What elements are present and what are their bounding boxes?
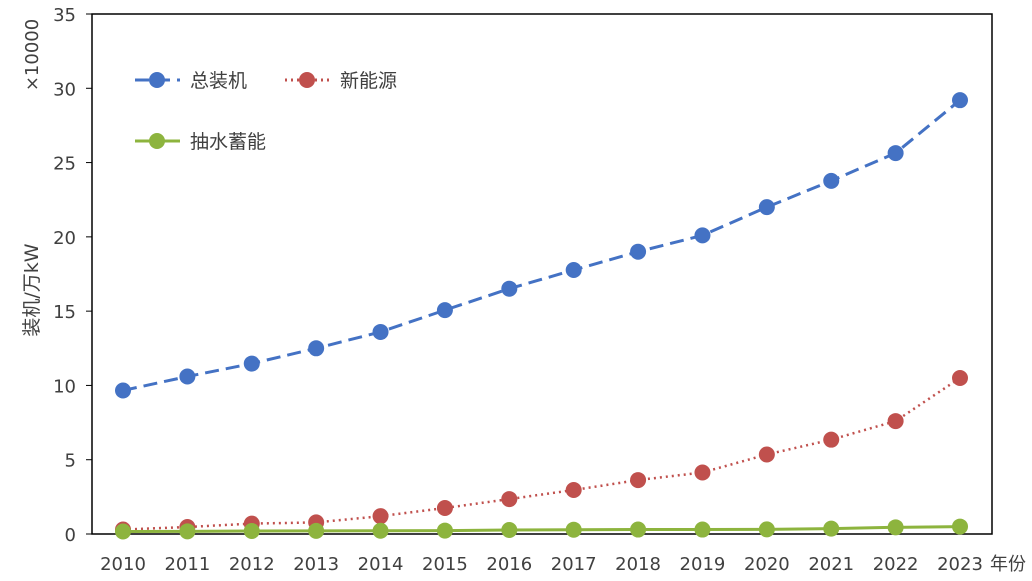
x-tick-label: 2011: [164, 554, 210, 575]
data-point: [308, 340, 325, 357]
data-point: [952, 370, 968, 386]
data-point: [243, 523, 260, 540]
data-point: [758, 446, 775, 463]
data-point: [115, 382, 131, 399]
y-multiplier-label: ×10000: [22, 19, 43, 91]
series-line: [122, 99, 961, 392]
data-point: [694, 464, 711, 481]
data-point: [887, 519, 904, 536]
x-tick-label: 2022: [873, 554, 919, 575]
x-tick-label: 2010: [100, 554, 146, 575]
data-point: [565, 482, 582, 499]
x-tick-label: 2020: [744, 554, 790, 575]
data-point: [436, 302, 453, 319]
data-point: [372, 323, 389, 340]
legend-marker: [149, 72, 165, 88]
plot-area: [91, 13, 993, 535]
data-point: [501, 521, 518, 538]
data-point: [501, 280, 518, 297]
data-point: [565, 261, 582, 278]
data-point: [823, 520, 840, 537]
series-1: [115, 370, 968, 538]
legend-label: 新能源: [340, 70, 397, 92]
x-tick-label: 2014: [358, 554, 404, 575]
y-tick-label: 5: [65, 451, 76, 472]
data-point: [115, 523, 131, 540]
series-2: [115, 518, 968, 540]
data-point: [179, 523, 196, 540]
legend-item: 新能源: [285, 70, 397, 92]
legend-marker: [299, 72, 315, 88]
y-tick-label: 35: [53, 5, 76, 26]
data-point: [887, 145, 904, 162]
series-0: [115, 92, 968, 399]
x-axis-label: 年份: [990, 554, 1026, 575]
data-point: [823, 431, 840, 448]
data-point: [565, 521, 582, 538]
data-point: [887, 413, 904, 430]
legend-label: 抽水蓄能: [190, 131, 266, 153]
x-tick-label: 2019: [680, 554, 726, 575]
data-point: [952, 92, 968, 109]
x-tick-label: 2013: [293, 554, 339, 575]
x-tick-label: 2021: [808, 554, 854, 575]
data-point: [630, 472, 647, 489]
data-point: [436, 500, 453, 516]
legend-label: 总装机: [190, 70, 247, 92]
x-tick-label: 2018: [615, 554, 661, 575]
data-point: [758, 521, 775, 538]
legend-marker: [149, 133, 165, 149]
x-tick-label: 2023: [937, 554, 983, 575]
x-tick-label: 2015: [422, 554, 468, 575]
data-point: [436, 522, 453, 539]
data-point: [630, 243, 647, 260]
y-tick-label: 0: [65, 525, 76, 546]
data-point: [823, 172, 840, 189]
x-tick-label: 2016: [486, 554, 532, 575]
y-tick-label: 20: [53, 228, 76, 249]
y-tick-label: 15: [53, 302, 76, 323]
data-point: [308, 522, 325, 539]
x-tick-label: 2012: [229, 554, 275, 575]
series-line: [122, 376, 961, 531]
y-tick-label: 30: [53, 79, 76, 100]
data-point: [243, 355, 260, 372]
series-line: [122, 525, 961, 533]
y-tick-label: 10: [53, 376, 76, 397]
legend-item: 总装机: [135, 70, 247, 92]
data-point: [694, 521, 711, 538]
data-point: [952, 518, 968, 535]
legend-item: 抽水蓄能: [135, 131, 266, 153]
data-point: [758, 199, 775, 216]
y-tick-label: 25: [53, 154, 76, 175]
x-tick-label: 2017: [551, 554, 597, 575]
data-point: [694, 227, 711, 244]
data-point: [372, 508, 389, 525]
data-point: [501, 491, 518, 508]
y-axis-label: 装机/万kW: [21, 243, 43, 336]
data-point: [179, 368, 196, 385]
data-point: [372, 522, 389, 539]
data-point: [630, 521, 647, 538]
